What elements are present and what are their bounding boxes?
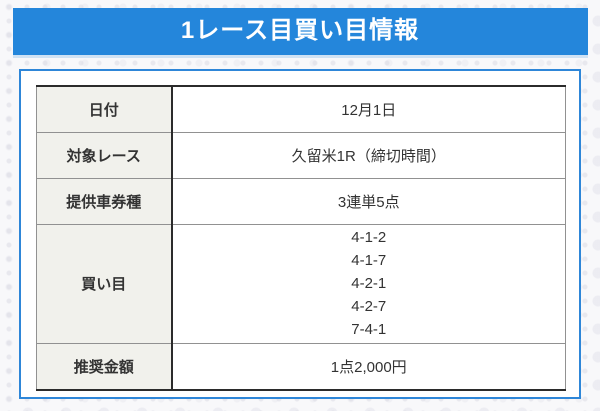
ticket-type-value: 3連単5点 — [171, 178, 566, 225]
betting-info-panel: 日付 12月1日 対象レース 久留米1R（締切時間） 提供車券種 3連単5点 買… — [19, 69, 581, 399]
betting-info-table: 日付 12月1日 対象レース 久留米1R（締切時間） 提供車券種 3連単5点 買… — [36, 85, 566, 391]
bet-line: 4-1-7 — [351, 252, 387, 269]
bet-line: 4-1-2 — [351, 229, 387, 246]
table-row-ticket-type: 提供車券種 3連単5点 — [36, 178, 566, 225]
bets-value-list: 4-1-2 4-1-7 4-2-1 4-2-7 7-4-1 — [171, 224, 566, 344]
bet-line: 4-2-7 — [351, 298, 387, 315]
race-info-banner: 1レース目買い目情報 — [12, 8, 588, 58]
ticket-type-label: 提供車券種 — [36, 178, 173, 225]
date-label: 日付 — [36, 86, 173, 133]
table-row-target-race: 対象レース 久留米1R（締切時間） — [36, 132, 566, 179]
bet-line: 4-2-1 — [351, 275, 387, 292]
recommended-amount-value: 1点2,000円 — [171, 343, 566, 390]
target-race-label: 対象レース — [36, 132, 173, 179]
recommended-amount-label: 推奨金額 — [36, 343, 173, 390]
bet-line: 7-4-1 — [351, 321, 387, 338]
banner-title: 1レース目買い目情報 — [180, 16, 420, 44]
bets-label: 買い目 — [36, 224, 173, 344]
table-row-bets: 買い目 4-1-2 4-1-7 4-2-1 4-2-7 7-4-1 — [36, 224, 566, 344]
date-value: 12月1日 — [171, 86, 566, 133]
target-race-value: 久留米1R（締切時間） — [171, 132, 566, 179]
table-row-date: 日付 12月1日 — [36, 86, 566, 133]
table-row-recommended-amount: 推奨金額 1点2,000円 — [36, 343, 566, 390]
